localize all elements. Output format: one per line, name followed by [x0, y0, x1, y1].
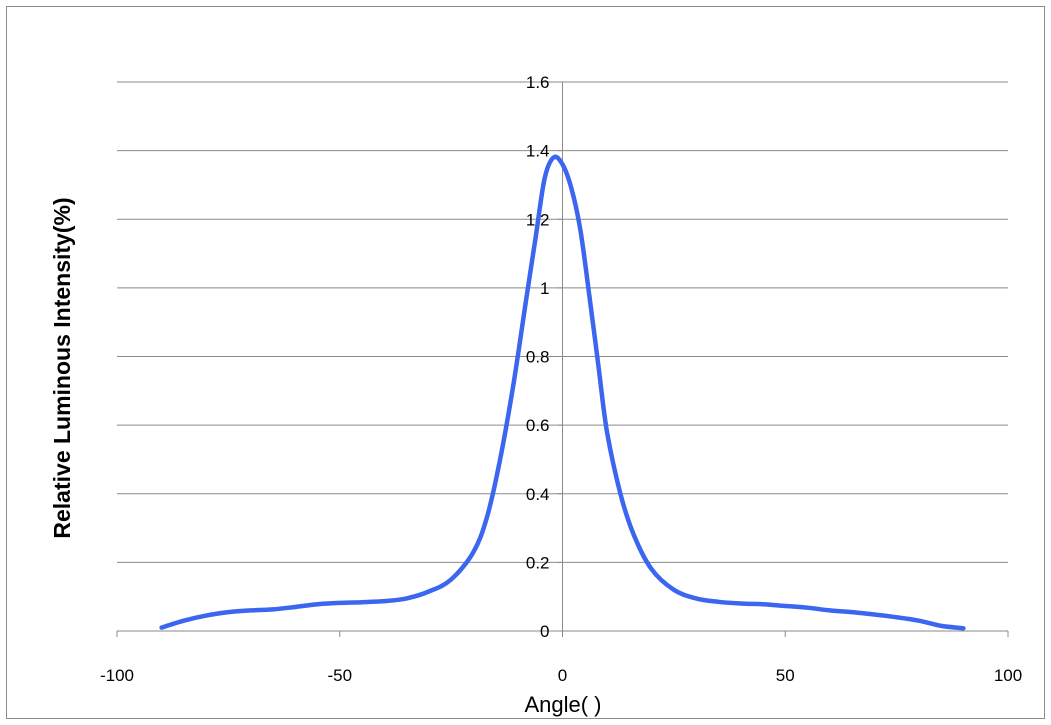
- y-tick-label-0: 0: [540, 622, 549, 641]
- y-tick-label-1: 0.2: [526, 553, 550, 572]
- y-tick-label-4: 0.8: [526, 348, 550, 367]
- series-group: [159, 154, 966, 631]
- y-axis-title: Relative Luminous Intensity(%): [49, 197, 75, 538]
- y-tick-label-8: 1.6: [526, 73, 550, 92]
- y-tick-label-7: 1.4: [526, 142, 550, 161]
- x-tick-label-2: 0: [558, 666, 567, 685]
- x-tick-label-3: 50: [776, 666, 795, 685]
- y-tick-label-5: 1: [540, 279, 549, 298]
- y-tick-label-2: 0.4: [526, 485, 550, 504]
- x-tick-label-4: 100: [994, 666, 1022, 685]
- chart-frame: [6, 6, 1045, 719]
- series-line-0: [159, 154, 966, 631]
- x-tick-labels: -100 -50 0 50 100: [100, 666, 1022, 685]
- y-tick-labels: 00.20.40.60.811.21.41.6: [526, 73, 550, 641]
- y-tick-label-3: 0.6: [526, 416, 550, 435]
- x-axis-title: Angle( ): [524, 692, 601, 717]
- x-tick-label-1: -50: [327, 666, 352, 685]
- x-tick-label-0: -100: [100, 666, 134, 685]
- axes: [116, 81, 1009, 637]
